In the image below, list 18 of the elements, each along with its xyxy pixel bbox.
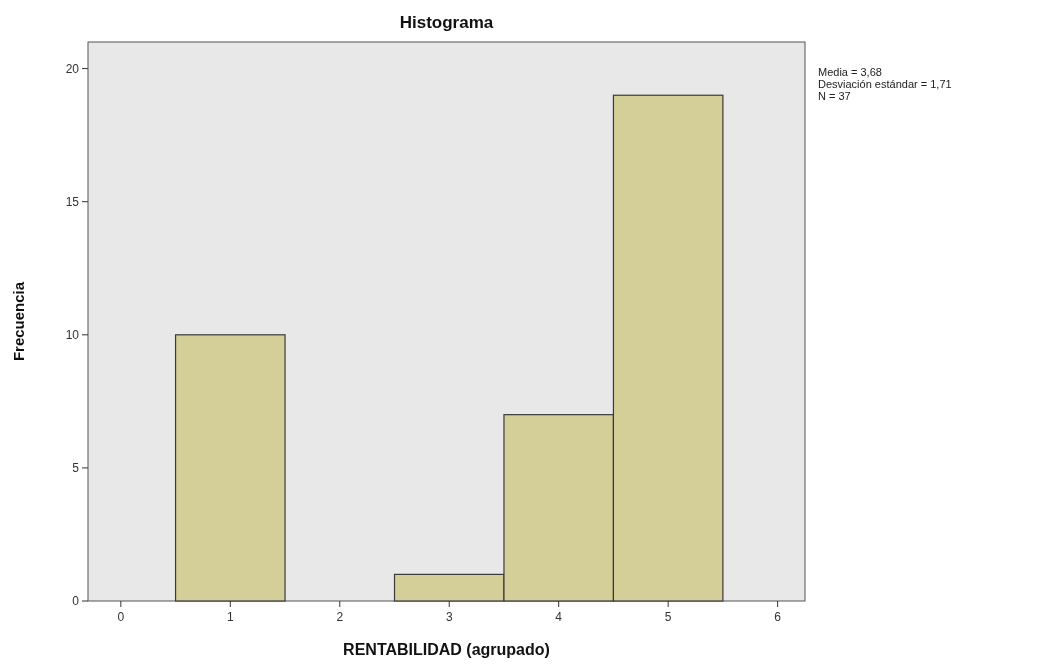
y-tick-label: 20 xyxy=(65,61,80,76)
x-tick-label: 4 xyxy=(555,610,563,624)
x-tick-label: 1 xyxy=(226,610,234,624)
y-tick-label: 10 xyxy=(65,328,80,343)
text: Media = 3,68 xyxy=(818,66,882,78)
y-axis-title: Frecuencia xyxy=(10,281,27,362)
x-axis-title: RENTABILIDAD (agrupado) xyxy=(343,641,550,658)
x-tick-label: 5 xyxy=(664,610,672,624)
x-tick-label: 3 xyxy=(445,610,453,624)
x-tick-label: 0 xyxy=(117,610,125,624)
text: N = 37 xyxy=(818,90,851,102)
x-tick-label: 2 xyxy=(336,610,344,624)
chart-title: Histograma xyxy=(399,13,494,32)
y-tick-label: 0 xyxy=(72,594,80,609)
x-tick-label: 6 xyxy=(774,610,782,624)
y-tick-label: 5 xyxy=(72,461,80,476)
text: Desviación estándar = 1,71 xyxy=(818,78,952,90)
y-tick-label: 15 xyxy=(65,194,80,209)
